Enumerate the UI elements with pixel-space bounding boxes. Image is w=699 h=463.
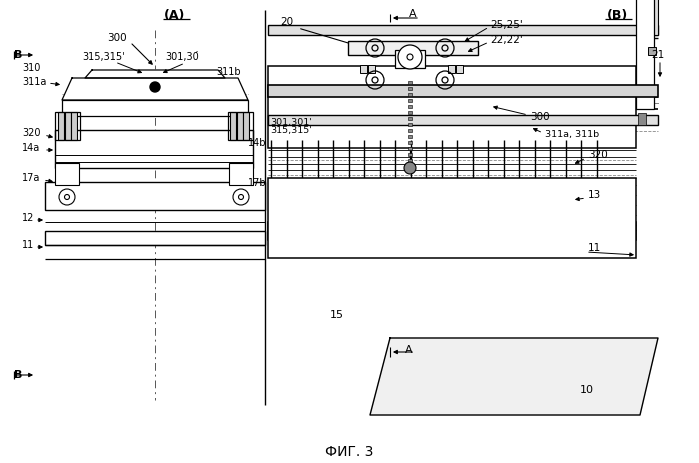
Bar xyxy=(408,141,412,144)
Bar xyxy=(268,178,636,258)
Bar xyxy=(408,105,412,108)
Text: 315,315': 315,315' xyxy=(270,126,312,136)
Text: 21: 21 xyxy=(651,50,664,60)
Text: 320: 320 xyxy=(22,128,41,138)
Text: 301,301': 301,301' xyxy=(270,118,312,126)
Bar xyxy=(230,112,236,140)
Bar xyxy=(237,112,243,140)
Bar xyxy=(268,85,658,97)
Bar xyxy=(408,81,412,84)
Bar xyxy=(408,159,412,162)
Bar xyxy=(228,112,253,140)
Text: 17a: 17a xyxy=(22,173,41,183)
Bar xyxy=(348,41,478,55)
Bar xyxy=(71,112,77,140)
Polygon shape xyxy=(85,70,225,78)
Bar xyxy=(58,112,64,140)
Text: 10: 10 xyxy=(580,385,594,395)
Text: 20: 20 xyxy=(280,17,293,27)
Text: 14a: 14a xyxy=(22,143,41,153)
Bar xyxy=(360,65,367,73)
Text: 14b: 14b xyxy=(248,138,266,148)
Bar xyxy=(55,112,80,140)
Bar xyxy=(62,100,248,116)
Text: B: B xyxy=(14,50,22,60)
Text: 300: 300 xyxy=(530,112,549,122)
Bar xyxy=(408,129,412,132)
Text: A: A xyxy=(405,345,412,355)
Circle shape xyxy=(398,45,422,69)
Bar xyxy=(45,231,265,245)
Bar xyxy=(268,66,636,148)
Bar xyxy=(636,0,654,109)
Bar xyxy=(456,65,463,73)
Text: (A): (A) xyxy=(164,8,186,21)
Bar xyxy=(395,50,425,68)
Circle shape xyxy=(150,82,160,92)
Bar xyxy=(448,65,455,73)
Bar xyxy=(408,111,412,114)
Text: ФИГ. 3: ФИГ. 3 xyxy=(325,445,373,459)
Bar xyxy=(55,130,253,168)
Text: 13: 13 xyxy=(588,190,601,200)
Polygon shape xyxy=(370,338,658,415)
Polygon shape xyxy=(62,78,248,100)
Text: 11: 11 xyxy=(22,240,34,250)
Bar xyxy=(268,222,636,240)
Text: 315,315': 315,315' xyxy=(82,52,124,62)
Text: 310: 310 xyxy=(22,63,41,73)
Text: 15: 15 xyxy=(330,310,344,320)
Text: 311a: 311a xyxy=(22,77,46,87)
Bar xyxy=(638,113,646,125)
Bar xyxy=(408,123,412,126)
Text: 320: 320 xyxy=(588,150,607,160)
Bar xyxy=(65,112,71,140)
Bar xyxy=(45,182,265,210)
Text: 25,25': 25,25' xyxy=(490,20,523,30)
Bar xyxy=(268,25,658,35)
Bar xyxy=(408,153,412,156)
Bar xyxy=(648,0,658,35)
Bar xyxy=(268,115,658,125)
Circle shape xyxy=(404,162,416,174)
Bar xyxy=(55,163,79,185)
Bar xyxy=(368,65,375,73)
Text: 22,22': 22,22' xyxy=(490,35,523,45)
Text: B: B xyxy=(14,370,22,380)
Text: (B): (B) xyxy=(606,8,628,21)
Bar xyxy=(243,112,249,140)
Text: 311a, 311b: 311a, 311b xyxy=(545,131,599,139)
Bar xyxy=(408,135,412,138)
Text: 300: 300 xyxy=(107,33,127,43)
Text: 11: 11 xyxy=(588,243,601,253)
Bar xyxy=(408,165,412,168)
Bar xyxy=(229,163,253,185)
Bar xyxy=(648,47,656,55)
Bar xyxy=(408,117,412,120)
Bar xyxy=(408,93,412,96)
Text: 17b: 17b xyxy=(248,178,266,188)
Text: 12: 12 xyxy=(22,213,34,223)
Bar xyxy=(408,87,412,90)
Text: 311b: 311b xyxy=(216,67,240,77)
Text: 301,30́: 301,30́ xyxy=(165,52,199,62)
Bar xyxy=(408,99,412,102)
Text: A: A xyxy=(409,9,417,19)
Bar xyxy=(408,147,412,150)
